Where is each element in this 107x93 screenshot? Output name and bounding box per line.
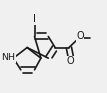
Text: NH: NH <box>2 53 16 62</box>
Text: O: O <box>67 56 74 66</box>
Text: O: O <box>76 31 84 41</box>
Text: I: I <box>33 14 36 24</box>
